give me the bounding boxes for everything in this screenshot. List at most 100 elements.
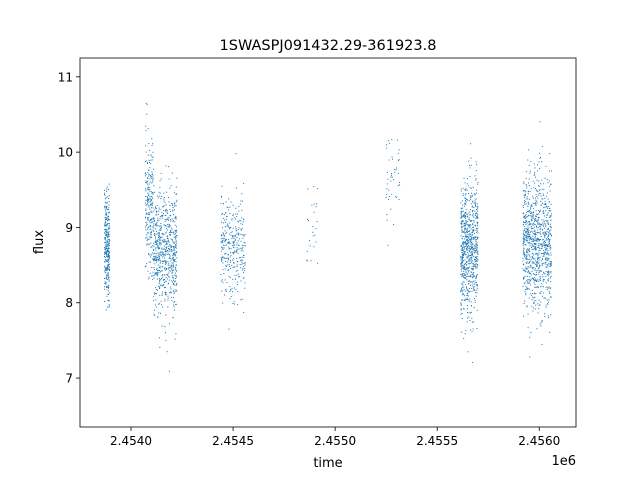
data-point (460, 223, 462, 225)
data-point (533, 267, 535, 269)
data-point (234, 234, 236, 236)
data-point (542, 276, 544, 278)
data-point (529, 210, 531, 212)
data-point (172, 317, 174, 319)
data-point (174, 274, 176, 276)
data-point (161, 216, 163, 218)
data-point (220, 238, 222, 240)
data-point (461, 244, 463, 246)
data-point (159, 271, 161, 273)
data-point (167, 295, 169, 297)
data-point (150, 204, 152, 206)
data-point (474, 194, 476, 196)
data-point (531, 231, 533, 233)
data-point (465, 330, 467, 332)
data-point (175, 303, 177, 305)
data-point (153, 246, 155, 248)
data-point (468, 259, 470, 261)
data-point (535, 252, 537, 254)
data-point (153, 233, 155, 235)
data-point (476, 256, 478, 258)
data-point (151, 192, 153, 194)
data-point (475, 239, 477, 241)
data-point (472, 210, 474, 212)
data-point (474, 210, 476, 212)
data-point (393, 169, 395, 171)
data-point (153, 249, 155, 251)
data-point (154, 292, 156, 294)
data-point (524, 194, 526, 196)
data-point (538, 267, 540, 269)
data-point (147, 184, 149, 186)
data-point (238, 221, 239, 223)
data-point (151, 252, 153, 254)
data-point (548, 237, 550, 239)
data-point (541, 224, 543, 226)
data-point (157, 255, 159, 257)
data-point (105, 211, 107, 213)
data-point (221, 250, 223, 252)
data-point (145, 151, 147, 153)
data-point (170, 292, 172, 294)
data-point (156, 210, 158, 212)
data-point (159, 288, 161, 290)
data-point (155, 230, 157, 232)
data-point (148, 254, 150, 256)
data-point (174, 203, 176, 205)
data-point (106, 248, 108, 250)
data-point (533, 221, 535, 223)
data-point (395, 167, 397, 169)
data-point (462, 215, 464, 217)
data-point (233, 235, 235, 237)
data-point (168, 219, 170, 221)
data-point (170, 288, 172, 290)
data-point (469, 211, 471, 213)
data-point (475, 237, 477, 239)
data-point (473, 283, 475, 285)
data-point (546, 274, 548, 276)
data-point (460, 262, 462, 264)
data-point (158, 256, 160, 258)
data-point (531, 238, 533, 240)
data-point (465, 193, 467, 195)
data-point (544, 273, 546, 275)
data-point (531, 219, 533, 221)
data-point (236, 213, 238, 215)
data-point (174, 338, 176, 340)
data-point (312, 231, 314, 233)
data-point (475, 263, 477, 265)
data-point (528, 270, 530, 272)
data-point (242, 277, 244, 279)
data-point (230, 254, 232, 256)
data-point (476, 275, 478, 277)
data-point (105, 237, 107, 239)
data-point (477, 264, 479, 266)
data-point (240, 203, 242, 205)
data-point (546, 228, 548, 230)
data-point (156, 271, 158, 273)
data-point (224, 289, 226, 291)
data-point (147, 197, 149, 199)
data-point (523, 235, 525, 237)
data-point (158, 236, 160, 238)
data-point (109, 263, 111, 265)
data-point (105, 216, 107, 218)
data-point (536, 195, 538, 197)
data-point (546, 220, 548, 222)
data-point (109, 242, 110, 244)
data-point (544, 231, 546, 233)
data-point (225, 252, 227, 254)
data-point (222, 203, 224, 205)
data-point (313, 186, 315, 188)
data-point (549, 263, 551, 265)
data-point (541, 229, 543, 231)
data-point (155, 299, 157, 301)
data-point (472, 248, 474, 250)
data-point (108, 226, 110, 228)
data-point (544, 244, 546, 246)
data-point (468, 217, 470, 219)
data-point (236, 261, 238, 263)
data-point (536, 265, 538, 266)
data-point (475, 170, 477, 172)
data-point (236, 233, 238, 235)
